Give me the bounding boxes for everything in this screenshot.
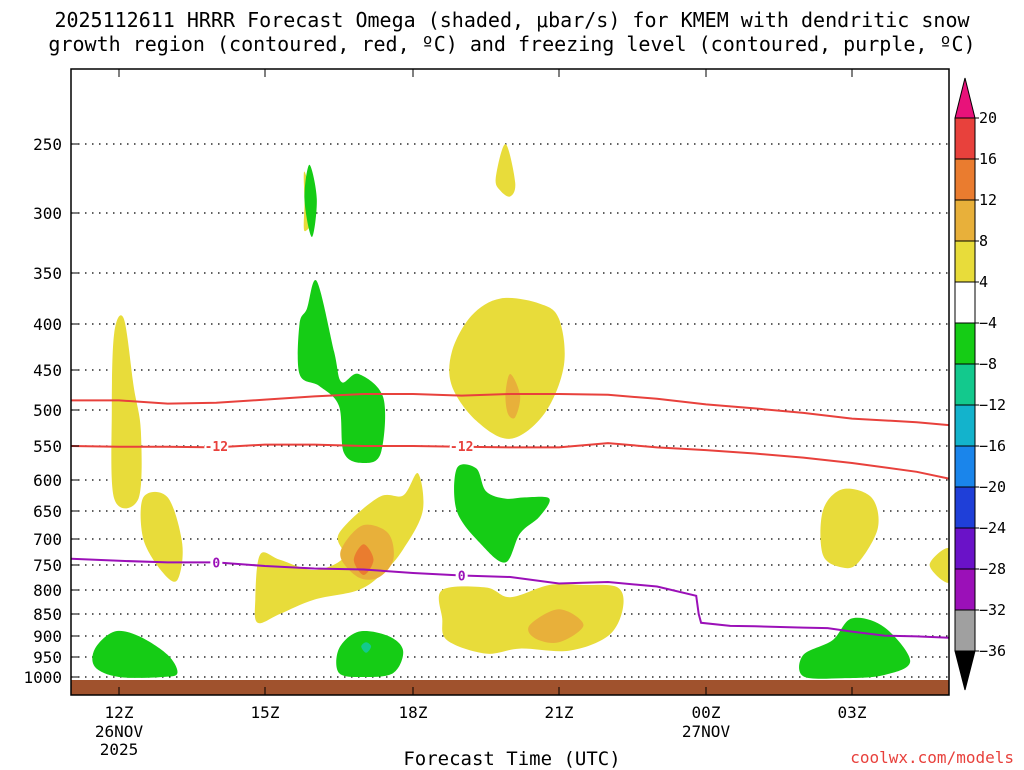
colorbar-label-3: 12 (979, 191, 997, 209)
dgz-label-1-1: -12 (205, 440, 228, 455)
omega-region-11 (528, 609, 584, 643)
colorbar-swatch-3 (954, 199, 976, 242)
x-tick-label-5: 00Z (692, 703, 721, 722)
omega-region-7 (438, 584, 624, 654)
colorbar-label-12: −28 (979, 560, 1006, 578)
colorbar-swatch-11 (954, 527, 976, 570)
y-tick-label-450: 450 (33, 361, 62, 380)
colorbar-label-10: −20 (979, 478, 1006, 496)
plot-frame (70, 68, 950, 696)
omega-region-12 (505, 373, 521, 419)
colorbar-swatch-5 (954, 281, 976, 324)
omega-region-9 (929, 548, 949, 583)
omega-region-20 (361, 642, 372, 653)
colorbar-swatch-7 (954, 363, 976, 406)
omega-region-8 (820, 488, 879, 569)
colorbar-swatch-2 (954, 158, 976, 201)
chart-title: 2025112611 HRRR Forecast Omega (shaded, … (0, 8, 1024, 56)
chart-title-line-2: growth region (contoured, red, ºC) and f… (48, 32, 976, 56)
freezing-label-1: 0 (212, 556, 220, 571)
contour-labels: -12 -12 0 0 (204, 438, 474, 585)
colorbar-label-7: −8 (979, 355, 997, 373)
x-tick-label-4: 21Z (545, 703, 574, 722)
colorbar-swatch-9 (954, 445, 976, 488)
omega-region-4 (495, 143, 516, 197)
colorbar-label-6: −4 (979, 314, 997, 332)
x-axis-label: Forecast Time (UTC) (403, 748, 621, 770)
colorbar-label-8: −12 (979, 396, 1006, 414)
omega-region-13 (353, 544, 374, 575)
omega-region-14 (304, 164, 317, 237)
colorbar-label-14: −36 (979, 642, 1006, 660)
omega-region-5 (449, 297, 565, 439)
omega-region-16 (454, 464, 550, 563)
colorbar-swatch-1 (954, 117, 976, 160)
x-tick-sublabel-1-2: 2025 (100, 740, 139, 759)
colorbar-swatch-12 (954, 568, 976, 611)
freezing-level-line (71, 557, 949, 639)
colorbar: 20 16 12 8 4 −4 −8 −12 −16 −20 −24 −28 −32 −36 (954, 77, 1006, 691)
y-tick-label-300: 300 (33, 204, 62, 223)
colorbar-bottom-arrow (954, 650, 976, 691)
terrain-ground (71, 680, 949, 695)
colorbar-swatch-6 (954, 322, 976, 365)
dgz-label-1-2: -12 (450, 440, 473, 455)
credit-link[interactable]: coolwx.com/models (850, 748, 1014, 767)
colorbar-top-arrow (954, 77, 976, 119)
y-tick-label-500: 500 (33, 401, 62, 420)
colorbar-swatch-8 (954, 404, 976, 447)
omega-region-15 (297, 280, 386, 464)
y-tick-label-900: 900 (33, 627, 62, 646)
x-tick-label-1: 12Z (105, 703, 134, 722)
omega-region-19 (799, 617, 911, 679)
freezing-label-bg-2 (455, 567, 468, 583)
x-tick-label-6: 03Z (838, 703, 867, 722)
omega-region-17 (92, 630, 178, 678)
dgz-contour-line-2 (71, 393, 949, 427)
x-tick-label-2: 15Z (251, 703, 280, 722)
colorbar-swatch-13 (954, 609, 976, 652)
y-tick-label-250: 250 (33, 135, 62, 154)
omega-region-2 (140, 491, 183, 582)
y-tick-label-850: 850 (33, 605, 62, 624)
y-tick-label-650: 650 (33, 502, 62, 521)
omega-shading (92, 143, 949, 679)
y-tick-label-750: 750 (33, 556, 62, 575)
colorbar-label-13: −32 (979, 601, 1006, 619)
y-tick-label-550: 550 (33, 437, 62, 456)
colorbar-label-11: −24 (979, 519, 1006, 537)
y-axis: 250 300 350 400 450 500 550 600 650 700 750 800 850 9… (23, 135, 79, 687)
omega-region-18 (336, 630, 404, 678)
colorbar-swatch-10 (954, 486, 976, 529)
y-tick-label-950: 950 (33, 648, 62, 667)
freezing-label-2: 0 (458, 570, 466, 585)
y-tick-label-1000: 1000 (23, 668, 62, 687)
colorbar-label-5: 4 (979, 273, 988, 291)
colorbar-label-1: 20 (979, 109, 997, 127)
dgz-label-bg-1-2 (449, 438, 474, 453)
y-tick-label-350: 350 (33, 264, 62, 283)
omega-region-1 (111, 315, 142, 509)
y-tick-label-600: 600 (33, 471, 62, 490)
x-tick-sublabel-5-1: 27NOV (682, 722, 731, 741)
x-tick-sublabel-1-1: 26NOV (95, 722, 144, 741)
dgz-label-bg-1-1 (204, 438, 229, 453)
colorbar-label-2: 16 (979, 150, 997, 168)
colorbar-label-9: −16 (979, 437, 1006, 455)
chart-title-line-1: 2025112611 HRRR Forecast Omega (shaded, … (54, 8, 970, 32)
colorbar-label-4: 8 (979, 232, 988, 250)
y-tick-label-700: 700 (33, 530, 62, 549)
omega-region-6 (254, 472, 424, 624)
y-tick-label-800: 800 (33, 581, 62, 600)
y-tick-label-400: 400 (33, 315, 62, 334)
freezing-label-bg-1 (210, 554, 223, 570)
colorbar-swatch-4 (954, 240, 976, 283)
x-tick-label-3: 18Z (399, 703, 428, 722)
